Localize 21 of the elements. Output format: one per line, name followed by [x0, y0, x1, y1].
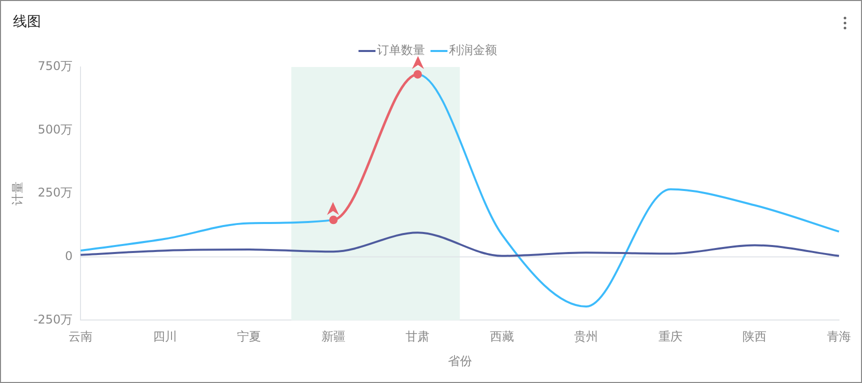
x-tick-label: 青海	[827, 330, 851, 344]
y-tick-label: 0	[64, 249, 73, 264]
x-tick-label: 宁夏	[237, 330, 262, 344]
x-tick-label: 重庆	[658, 330, 682, 344]
y-axis-title: 计量	[10, 182, 24, 206]
y-tick-label: 750万	[38, 59, 73, 74]
y-tick-label: -250万	[33, 312, 73, 326]
chart-title: 线图	[13, 13, 41, 31]
x-tick-label: 新疆	[321, 330, 346, 344]
legend-label: 订单数量	[377, 43, 425, 58]
x-tick-label: 四川	[152, 330, 177, 344]
x-tick-label: 西藏	[490, 330, 514, 344]
legend-label: 利润金额	[449, 43, 497, 58]
x-axis-title: 省份	[448, 354, 472, 368]
line-series	[80, 232, 840, 257]
y-tick-label: 250万	[38, 186, 73, 200]
x-tick-label: 贵州	[574, 330, 598, 344]
y-tick-label: 500万	[38, 122, 73, 136]
x-tick-label: 甘肃	[406, 330, 430, 344]
x-tick-label: 陕西	[742, 330, 767, 344]
x-tick-label: 云南	[68, 330, 93, 344]
